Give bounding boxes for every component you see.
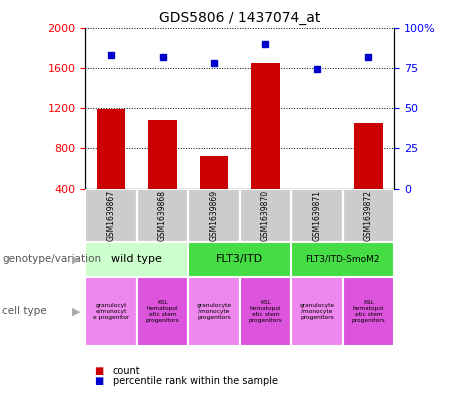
Text: ■: ■ bbox=[95, 366, 104, 376]
Text: cell type: cell type bbox=[2, 307, 47, 316]
Text: granulocyte
/monocyte
progenitors: granulocyte /monocyte progenitors bbox=[196, 303, 231, 320]
Bar bbox=[85, 189, 137, 242]
Text: genotype/variation: genotype/variation bbox=[2, 254, 101, 264]
Bar bbox=[188, 189, 240, 242]
Text: GSM1639870: GSM1639870 bbox=[261, 189, 270, 241]
Bar bbox=[200, 156, 228, 189]
Text: ▶: ▶ bbox=[72, 254, 81, 264]
Text: FLT3/ITD-SmoM2: FLT3/ITD-SmoM2 bbox=[306, 255, 380, 264]
Text: ■: ■ bbox=[95, 376, 104, 386]
Bar bbox=[251, 63, 280, 189]
Text: ▶: ▶ bbox=[72, 307, 81, 316]
Bar bbox=[240, 277, 291, 346]
Text: GSM1639869: GSM1639869 bbox=[209, 189, 219, 241]
Bar bbox=[137, 277, 188, 346]
Bar bbox=[85, 242, 188, 277]
Text: granulocyte
/monocyte
progenitors: granulocyte /monocyte progenitors bbox=[299, 303, 335, 320]
Text: GSM1639872: GSM1639872 bbox=[364, 190, 373, 241]
Bar bbox=[188, 277, 240, 346]
Bar bbox=[148, 120, 177, 189]
Bar bbox=[291, 277, 343, 346]
Bar bbox=[240, 189, 291, 242]
Text: granulocyt
e/monocyt
e progenitor: granulocyt e/monocyt e progenitor bbox=[93, 303, 129, 320]
Bar bbox=[188, 189, 240, 242]
Bar bbox=[343, 189, 394, 242]
Bar bbox=[188, 242, 291, 277]
Bar bbox=[343, 189, 394, 242]
Bar bbox=[291, 189, 343, 242]
Bar bbox=[85, 189, 137, 242]
Text: GSM1639871: GSM1639871 bbox=[313, 190, 321, 241]
Text: KSL
hematopoi
etic stem
progenitors: KSL hematopoi etic stem progenitors bbox=[352, 300, 385, 323]
Bar bbox=[137, 189, 188, 242]
Text: KSL
hematopoi
etic stem
progenitors: KSL hematopoi etic stem progenitors bbox=[146, 300, 179, 323]
Bar bbox=[85, 277, 137, 346]
Bar bbox=[240, 189, 291, 242]
Text: wild type: wild type bbox=[111, 254, 162, 264]
Text: count: count bbox=[113, 366, 141, 376]
Bar bbox=[97, 109, 125, 189]
Bar bbox=[343, 277, 394, 346]
Bar bbox=[291, 242, 394, 277]
Bar bbox=[137, 189, 188, 242]
Text: KSL
hematopoi
etic stem
progenitors: KSL hematopoi etic stem progenitors bbox=[248, 300, 282, 323]
Text: GSM1639867: GSM1639867 bbox=[106, 189, 116, 241]
Text: GSM1639868: GSM1639868 bbox=[158, 190, 167, 241]
Title: GDS5806 / 1437074_at: GDS5806 / 1437074_at bbox=[159, 11, 320, 25]
Bar bbox=[303, 189, 331, 192]
Bar bbox=[291, 189, 343, 242]
Text: FLT3/ITD: FLT3/ITD bbox=[216, 254, 263, 264]
Text: percentile rank within the sample: percentile rank within the sample bbox=[113, 376, 278, 386]
Bar bbox=[354, 123, 383, 189]
